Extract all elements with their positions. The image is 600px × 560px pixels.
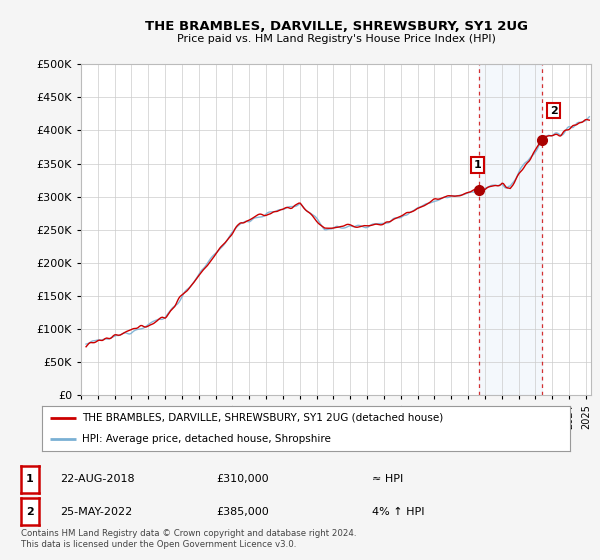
Text: 2: 2 — [550, 106, 557, 116]
Text: THE BRAMBLES, DARVILLE, SHREWSBURY, SY1 2UG: THE BRAMBLES, DARVILLE, SHREWSBURY, SY1 … — [145, 20, 527, 32]
Text: 1: 1 — [473, 160, 481, 170]
Text: THE BRAMBLES, DARVILLE, SHREWSBURY, SY1 2UG (detached house): THE BRAMBLES, DARVILLE, SHREWSBURY, SY1 … — [82, 413, 443, 423]
Text: £310,000: £310,000 — [216, 474, 269, 484]
Text: Price paid vs. HM Land Registry's House Price Index (HPI): Price paid vs. HM Land Registry's House … — [176, 34, 496, 44]
Text: ≈ HPI: ≈ HPI — [372, 474, 403, 484]
Text: 25-MAY-2022: 25-MAY-2022 — [60, 507, 132, 517]
Text: £385,000: £385,000 — [216, 507, 269, 517]
Text: Contains HM Land Registry data © Crown copyright and database right 2024.
This d: Contains HM Land Registry data © Crown c… — [21, 529, 356, 549]
Text: 1: 1 — [26, 474, 34, 484]
Bar — [479, 64, 542, 395]
Text: 4% ↑ HPI: 4% ↑ HPI — [372, 507, 425, 517]
Text: 2: 2 — [26, 507, 34, 517]
Text: 22-AUG-2018: 22-AUG-2018 — [60, 474, 134, 484]
Text: HPI: Average price, detached house, Shropshire: HPI: Average price, detached house, Shro… — [82, 434, 331, 444]
